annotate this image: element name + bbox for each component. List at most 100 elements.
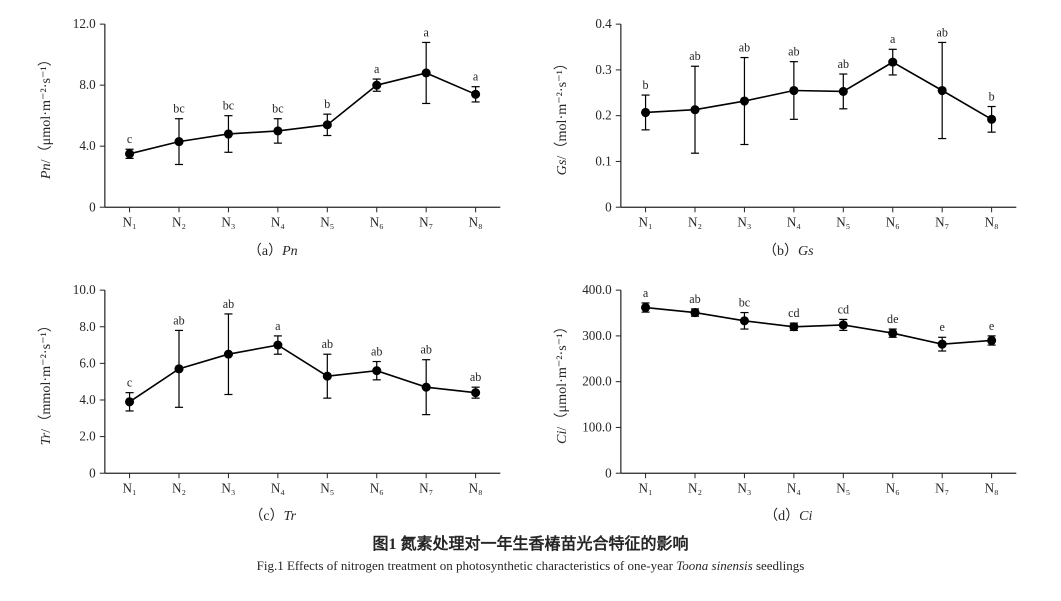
svg-text:N₆: N₆ (370, 214, 384, 229)
svg-text:N₃: N₃ (737, 480, 751, 495)
svg-text:0.1: 0.1 (595, 153, 611, 168)
panel-c: 02.04.06.08.010.0N₁N₂N₃N₄N₅N₆N₇N₈Tr/（mmo… (30, 278, 516, 526)
svg-text:ab: ab (689, 49, 700, 63)
svg-text:400.0: 400.0 (582, 282, 612, 297)
svg-text:e: e (939, 320, 944, 334)
svg-text:a: a (890, 32, 896, 46)
svg-text:ab: ab (689, 291, 700, 305)
svg-text:200.0: 200.0 (582, 373, 612, 388)
svg-text:ab: ab (173, 313, 184, 327)
svg-text:ab: ab (738, 40, 749, 54)
panel-grid: 0 4.0 8.0 12.0 N₁ N₂ N₃ N₄ N₅ N₆ N₇ N₈ Pn/（μmol·m⁻²·… (30, 12, 1031, 522)
svg-text:Ci/（μmol·m⁻²·s⁻¹）: Ci/（μmol·m⁻²·s⁻¹） (554, 319, 570, 444)
panel-a: 0 4.0 8.0 12.0 N₁ N₂ N₃ N₄ N₅ N₆ N₇ N₈ Pn/（μmol·m⁻²·… (30, 12, 516, 260)
svg-text:bc: bc (738, 295, 750, 309)
svg-text:N₄: N₄ (271, 480, 285, 495)
chart-ci: 0 100.0 200.0 300.0 400.0 N₁ N₂ N₃ N₄ N₅ N₆ N₇ N₈ Ci/… (546, 278, 1032, 506)
svg-text:b: b (324, 97, 330, 111)
svg-text:100.0: 100.0 (582, 419, 612, 434)
svg-text:0: 0 (89, 465, 96, 480)
chart-tr: 02.04.06.08.010.0N₁N₂N₃N₄N₅N₆N₇N₈Tr/（mmo… (30, 278, 516, 506)
svg-text:N₅: N₅ (836, 214, 850, 229)
svg-text:300.0: 300.0 (582, 328, 612, 343)
svg-text:N₆: N₆ (885, 214, 899, 229)
svg-text:2.0: 2.0 (79, 428, 96, 443)
svg-text:a: a (642, 285, 648, 299)
svg-text:b: b (642, 78, 648, 92)
svg-text:N₂: N₂ (172, 214, 186, 229)
svg-text:0.2: 0.2 (595, 108, 611, 123)
svg-text:a: a (374, 62, 380, 76)
svg-text:bc: bc (173, 102, 185, 116)
subcaption-a: （a）Pn (248, 240, 298, 260)
svg-text:Tr/（mmol·m⁻²·s⁻¹）: Tr/（mmol·m⁻²·s⁻¹） (38, 318, 54, 445)
svg-text:N₁: N₁ (638, 214, 652, 229)
svg-text:0: 0 (605, 199, 612, 214)
svg-text:a: a (275, 318, 281, 332)
svg-text:6.0: 6.0 (79, 355, 96, 370)
svg-text:N₁: N₁ (123, 480, 137, 495)
svg-text:N₈: N₈ (469, 480, 483, 495)
svg-text:0.4: 0.4 (595, 16, 612, 31)
caption-en-italic: Toona sinensis (676, 558, 752, 573)
svg-text:N₁: N₁ (123, 214, 137, 229)
svg-text:4.0: 4.0 (79, 138, 96, 153)
svg-text:N₇: N₇ (419, 214, 433, 229)
svg-text:0.3: 0.3 (595, 62, 612, 77)
svg-text:ab: ab (371, 344, 382, 358)
subcaption-d: （d）Ci (764, 505, 812, 525)
svg-text:Pn/（μmol·m⁻²·s⁻¹）: Pn/（μmol·m⁻²·s⁻¹） (38, 52, 54, 180)
svg-text:N₈: N₈ (984, 480, 998, 495)
svg-text:N₃: N₃ (737, 214, 751, 229)
svg-text:Gs/（mol·m⁻²·s⁻¹）: Gs/（mol·m⁻²·s⁻¹） (554, 56, 570, 175)
svg-text:12.0: 12.0 (73, 16, 96, 31)
svg-text:N₈: N₈ (984, 214, 998, 229)
subcaption-b: （b）Gs (763, 240, 814, 260)
chart-pn: 0 4.0 8.0 12.0 N₁ N₂ N₃ N₄ N₅ N₆ N₇ N₈ Pn/（μmol·m⁻²·… (30, 12, 516, 240)
svg-text:8.0: 8.0 (79, 318, 96, 333)
svg-text:ab: ab (837, 57, 848, 71)
svg-text:ab: ab (322, 337, 333, 351)
svg-text:N₅: N₅ (836, 480, 850, 495)
figure-caption: 图1 氮素处理对一年生香椿苗光合特征的影响 Fig.1 Effects of n… (30, 530, 1031, 574)
svg-text:N₇: N₇ (419, 480, 433, 495)
svg-text:N₁: N₁ (638, 480, 652, 495)
caption-en: Fig.1 Effects of nitrogen treatment on p… (30, 558, 1031, 574)
svg-text:0: 0 (605, 465, 612, 480)
panel-b: 00.10.20.30.4N₁N₂N₃N₄N₅N₆N₇N₈Gs/（mol·m⁻²… (546, 12, 1032, 260)
svg-text:N₃: N₃ (221, 214, 235, 229)
figure-1: 0 4.0 8.0 12.0 N₁ N₂ N₃ N₄ N₅ N₆ N₇ N₈ Pn/（μmol·m⁻²·… (0, 0, 1061, 601)
svg-text:b: b (988, 89, 994, 103)
svg-text:0: 0 (89, 199, 96, 214)
svg-text:ab: ab (223, 296, 234, 310)
svg-text:4.0: 4.0 (79, 392, 96, 407)
caption-cn: 图1 氮素处理对一年生香椿苗光合特征的影响 (30, 530, 1031, 554)
svg-text:N₆: N₆ (370, 480, 384, 495)
svg-text:N₇: N₇ (935, 480, 949, 495)
svg-text:bc: bc (223, 99, 235, 113)
svg-text:de: de (887, 312, 898, 326)
svg-text:N₆: N₆ (885, 480, 899, 495)
svg-text:c: c (127, 375, 133, 389)
panel-d: 0 100.0 200.0 300.0 400.0 N₁ N₂ N₃ N₄ N₅ N₆ N₇ N₈ Ci/… (546, 278, 1032, 526)
svg-text:cd: cd (837, 302, 848, 316)
svg-text:N₂: N₂ (172, 480, 186, 495)
svg-text:a: a (473, 70, 479, 84)
svg-text:10.0: 10.0 (73, 282, 96, 297)
svg-text:N₈: N₈ (469, 214, 483, 229)
subcaption-c: （c）Tr (249, 505, 296, 525)
svg-text:N₂: N₂ (687, 480, 701, 495)
svg-text:ab: ab (936, 25, 947, 39)
svg-text:cd: cd (788, 306, 799, 320)
svg-text:N₂: N₂ (687, 214, 701, 229)
svg-text:c: c (127, 132, 133, 146)
svg-text:N₄: N₄ (271, 214, 285, 229)
svg-text:N₅: N₅ (320, 214, 334, 229)
svg-text:8.0: 8.0 (79, 77, 96, 92)
svg-text:N₇: N₇ (935, 214, 949, 229)
svg-text:bc: bc (272, 102, 284, 116)
svg-text:N₄: N₄ (786, 480, 800, 495)
svg-text:ab: ab (788, 45, 799, 59)
svg-text:N₅: N₅ (320, 480, 334, 495)
svg-text:ab: ab (420, 342, 431, 356)
